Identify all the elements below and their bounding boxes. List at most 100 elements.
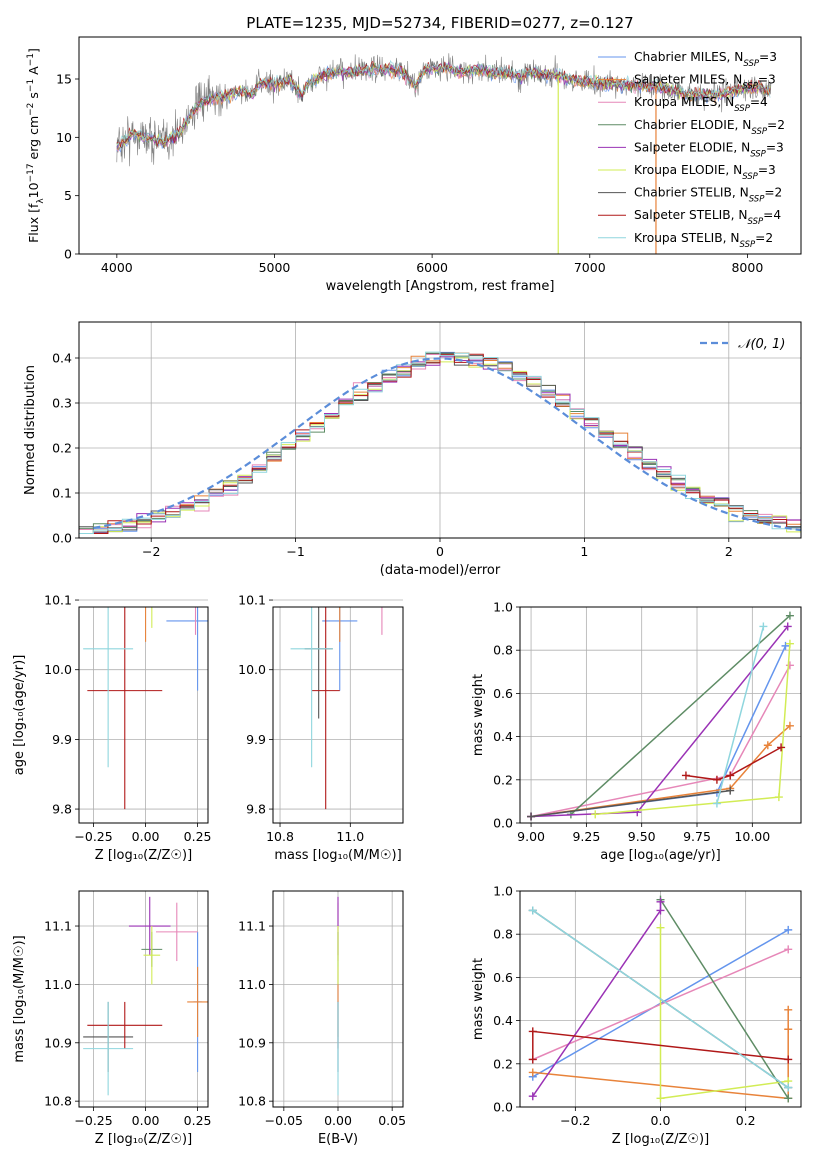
- y-tick-label: 0: [64, 247, 72, 262]
- y-tick-label: 11.0: [44, 977, 72, 992]
- axes-frame: [78, 321, 802, 539]
- weight-marker: [633, 808, 642, 817]
- x-tick-label: 7000: [574, 260, 606, 275]
- y-tick-label: 0.0: [493, 816, 513, 831]
- x-tick-label: 0.2: [736, 1113, 756, 1128]
- x-tick-label: 0.05: [378, 1113, 406, 1128]
- legend-label: Chabrier ELODIE, NSSP=2: [634, 118, 785, 137]
- x-tick-label: −2: [142, 544, 160, 559]
- weight-series-line: [595, 643, 791, 816]
- legend-label: 𝒩(0, 1): [738, 337, 785, 352]
- x-tick-label: 9.75: [683, 829, 711, 844]
- legend-label: Kroupa STELIB, NSSP=2: [634, 231, 773, 250]
- weight-marker: [528, 1092, 537, 1101]
- weight-marker: [656, 906, 665, 915]
- y-tick-label: 0.2: [52, 441, 72, 456]
- x-tick-label: 4000: [101, 260, 133, 275]
- x-tick-label: 0: [436, 544, 444, 559]
- y-tick-label: 10.0: [238, 662, 266, 677]
- x-tick-label: 9.50: [628, 829, 656, 844]
- x-axis-label: age [log₁₀(age/yr)]: [600, 848, 721, 863]
- weight-series-line: [531, 625, 789, 818]
- figure-title: PLATE=1235, MJD=52734, FIBERID=0277, z=0…: [246, 14, 633, 32]
- x-tick-label: −0.25: [74, 1113, 112, 1128]
- y-tick-label: 0.6: [493, 970, 513, 985]
- x-axis-label: Z [log₁₀(Z/Z☉)]: [612, 1132, 709, 1147]
- y-tick-label: 0.8: [493, 643, 513, 658]
- x-axis-label: Z [log₁₀(Z/Z☉)]: [95, 1132, 192, 1147]
- weight-marker: [528, 1027, 537, 1036]
- y-tick-label: 10.9: [238, 1035, 266, 1050]
- x-tick-label: 10.8: [266, 829, 294, 844]
- axes-frame: [78, 890, 209, 1108]
- axes-frame: [78, 606, 209, 824]
- weight-marker: [527, 812, 536, 821]
- model-spectrum-line: [116, 59, 771, 146]
- y-axis-label: Normed distribution: [23, 365, 38, 495]
- axes-frame: [519, 606, 802, 824]
- weight-marker: [656, 923, 665, 932]
- weight-marker: [763, 741, 772, 750]
- weight-series-line: [659, 899, 789, 1099]
- y-tick-label: 9.9: [246, 732, 266, 747]
- chart-residuals: −2 −1 0 1 2 0.0 0.1 0.2 0.3 0.4 𝒩(0, 1) (data-model…: [23, 321, 802, 578]
- x-axis-label: Z [log₁₀(Z/Z☉)]: [95, 848, 192, 863]
- weight-series-line: [570, 615, 791, 815]
- axes-frame: [272, 606, 404, 824]
- weight-marker: [528, 1068, 537, 1077]
- residual-histogram: [79, 351, 801, 534]
- x-tick-label: 10.00: [734, 829, 770, 844]
- y-tick-label: 11.1: [44, 919, 72, 934]
- x-axis-label: wavelength [Angstrom, rest frame]: [326, 279, 555, 294]
- weight-marker: [781, 641, 790, 650]
- x-tick-label: 6000: [416, 260, 448, 275]
- weight-marker: [783, 622, 792, 631]
- legend-label: Kroupa ELODIE, NSSP=3: [634, 163, 776, 182]
- weight-marker: [712, 775, 721, 784]
- weight-marker: [785, 639, 794, 648]
- y-tick-label: 0.1: [52, 486, 72, 501]
- x-tick-label: 0.25: [184, 1113, 212, 1128]
- weight-marker: [656, 897, 665, 906]
- weight-marker: [785, 721, 794, 730]
- y-axis-label: mass [log₁₀(M/M☉)]: [12, 935, 27, 1062]
- y-tick-label: 10.1: [238, 593, 266, 608]
- errorbar-layer: [83, 607, 208, 810]
- chart-mass-weight-vs-Z: −0.2 0.0 0.2 0.0 0.2 0.4 0.6 0.8 1.0 Z [log₁₀(Z/Z…: [471, 884, 802, 1147]
- weight-marker: [726, 771, 735, 780]
- y-tick-label: 0.4: [52, 351, 72, 366]
- model-spectrum-line: [116, 60, 771, 148]
- chart-mass-vs-Z: −0.25 0.00 0.25 10.8 10.9 11.0 11.1 Z [log₁₀(Z/…: [12, 890, 212, 1147]
- y-tick-label: 11.1: [238, 919, 266, 934]
- y-tick-label: 0.0: [52, 531, 72, 546]
- weight-series-line: [530, 725, 791, 818]
- weight-marker: [528, 1055, 537, 1064]
- weight-series-line: [530, 664, 791, 818]
- chart-mass-weight-vs-age: 9.00 9.25 9.50 9.75 10.00 0.0 0.2 0.4 0.6 0.8 1.0 a…: [471, 600, 802, 863]
- x-tick-label: 1: [580, 544, 588, 559]
- weight-series-line: [532, 901, 662, 1097]
- weight-marker: [591, 810, 600, 819]
- weight-marker: [774, 793, 783, 802]
- y-tick-label: 0.3: [52, 396, 72, 411]
- x-tick-label: 8000: [731, 260, 763, 275]
- weight-marker: [712, 799, 721, 808]
- axes-frame: [78, 36, 802, 255]
- x-tick-label: 0.0: [651, 1113, 671, 1128]
- x-tick-label: 5000: [259, 260, 291, 275]
- y-tick-label: 1.0: [493, 600, 513, 615]
- y-tick-label: 10.8: [238, 1094, 266, 1109]
- axes-frame: [272, 890, 404, 1108]
- chart-age-vs-Z: −0.25 0.00 0.25 9.8 9.9 10.0 10.1 Z [log₁₀(Z/Z☉…: [12, 593, 212, 863]
- x-axis-label: (data-model)/error: [380, 563, 501, 578]
- y-axis-label: mass weight: [471, 674, 486, 756]
- weight-marker: [784, 1025, 793, 1034]
- y-tick-label: 10.8: [44, 1094, 72, 1109]
- x-axis-label: E(B-V): [318, 1132, 358, 1147]
- normal-reference-curve: [93, 357, 802, 532]
- x-tick-label: 2: [725, 544, 733, 559]
- axes-frame: [519, 890, 802, 1108]
